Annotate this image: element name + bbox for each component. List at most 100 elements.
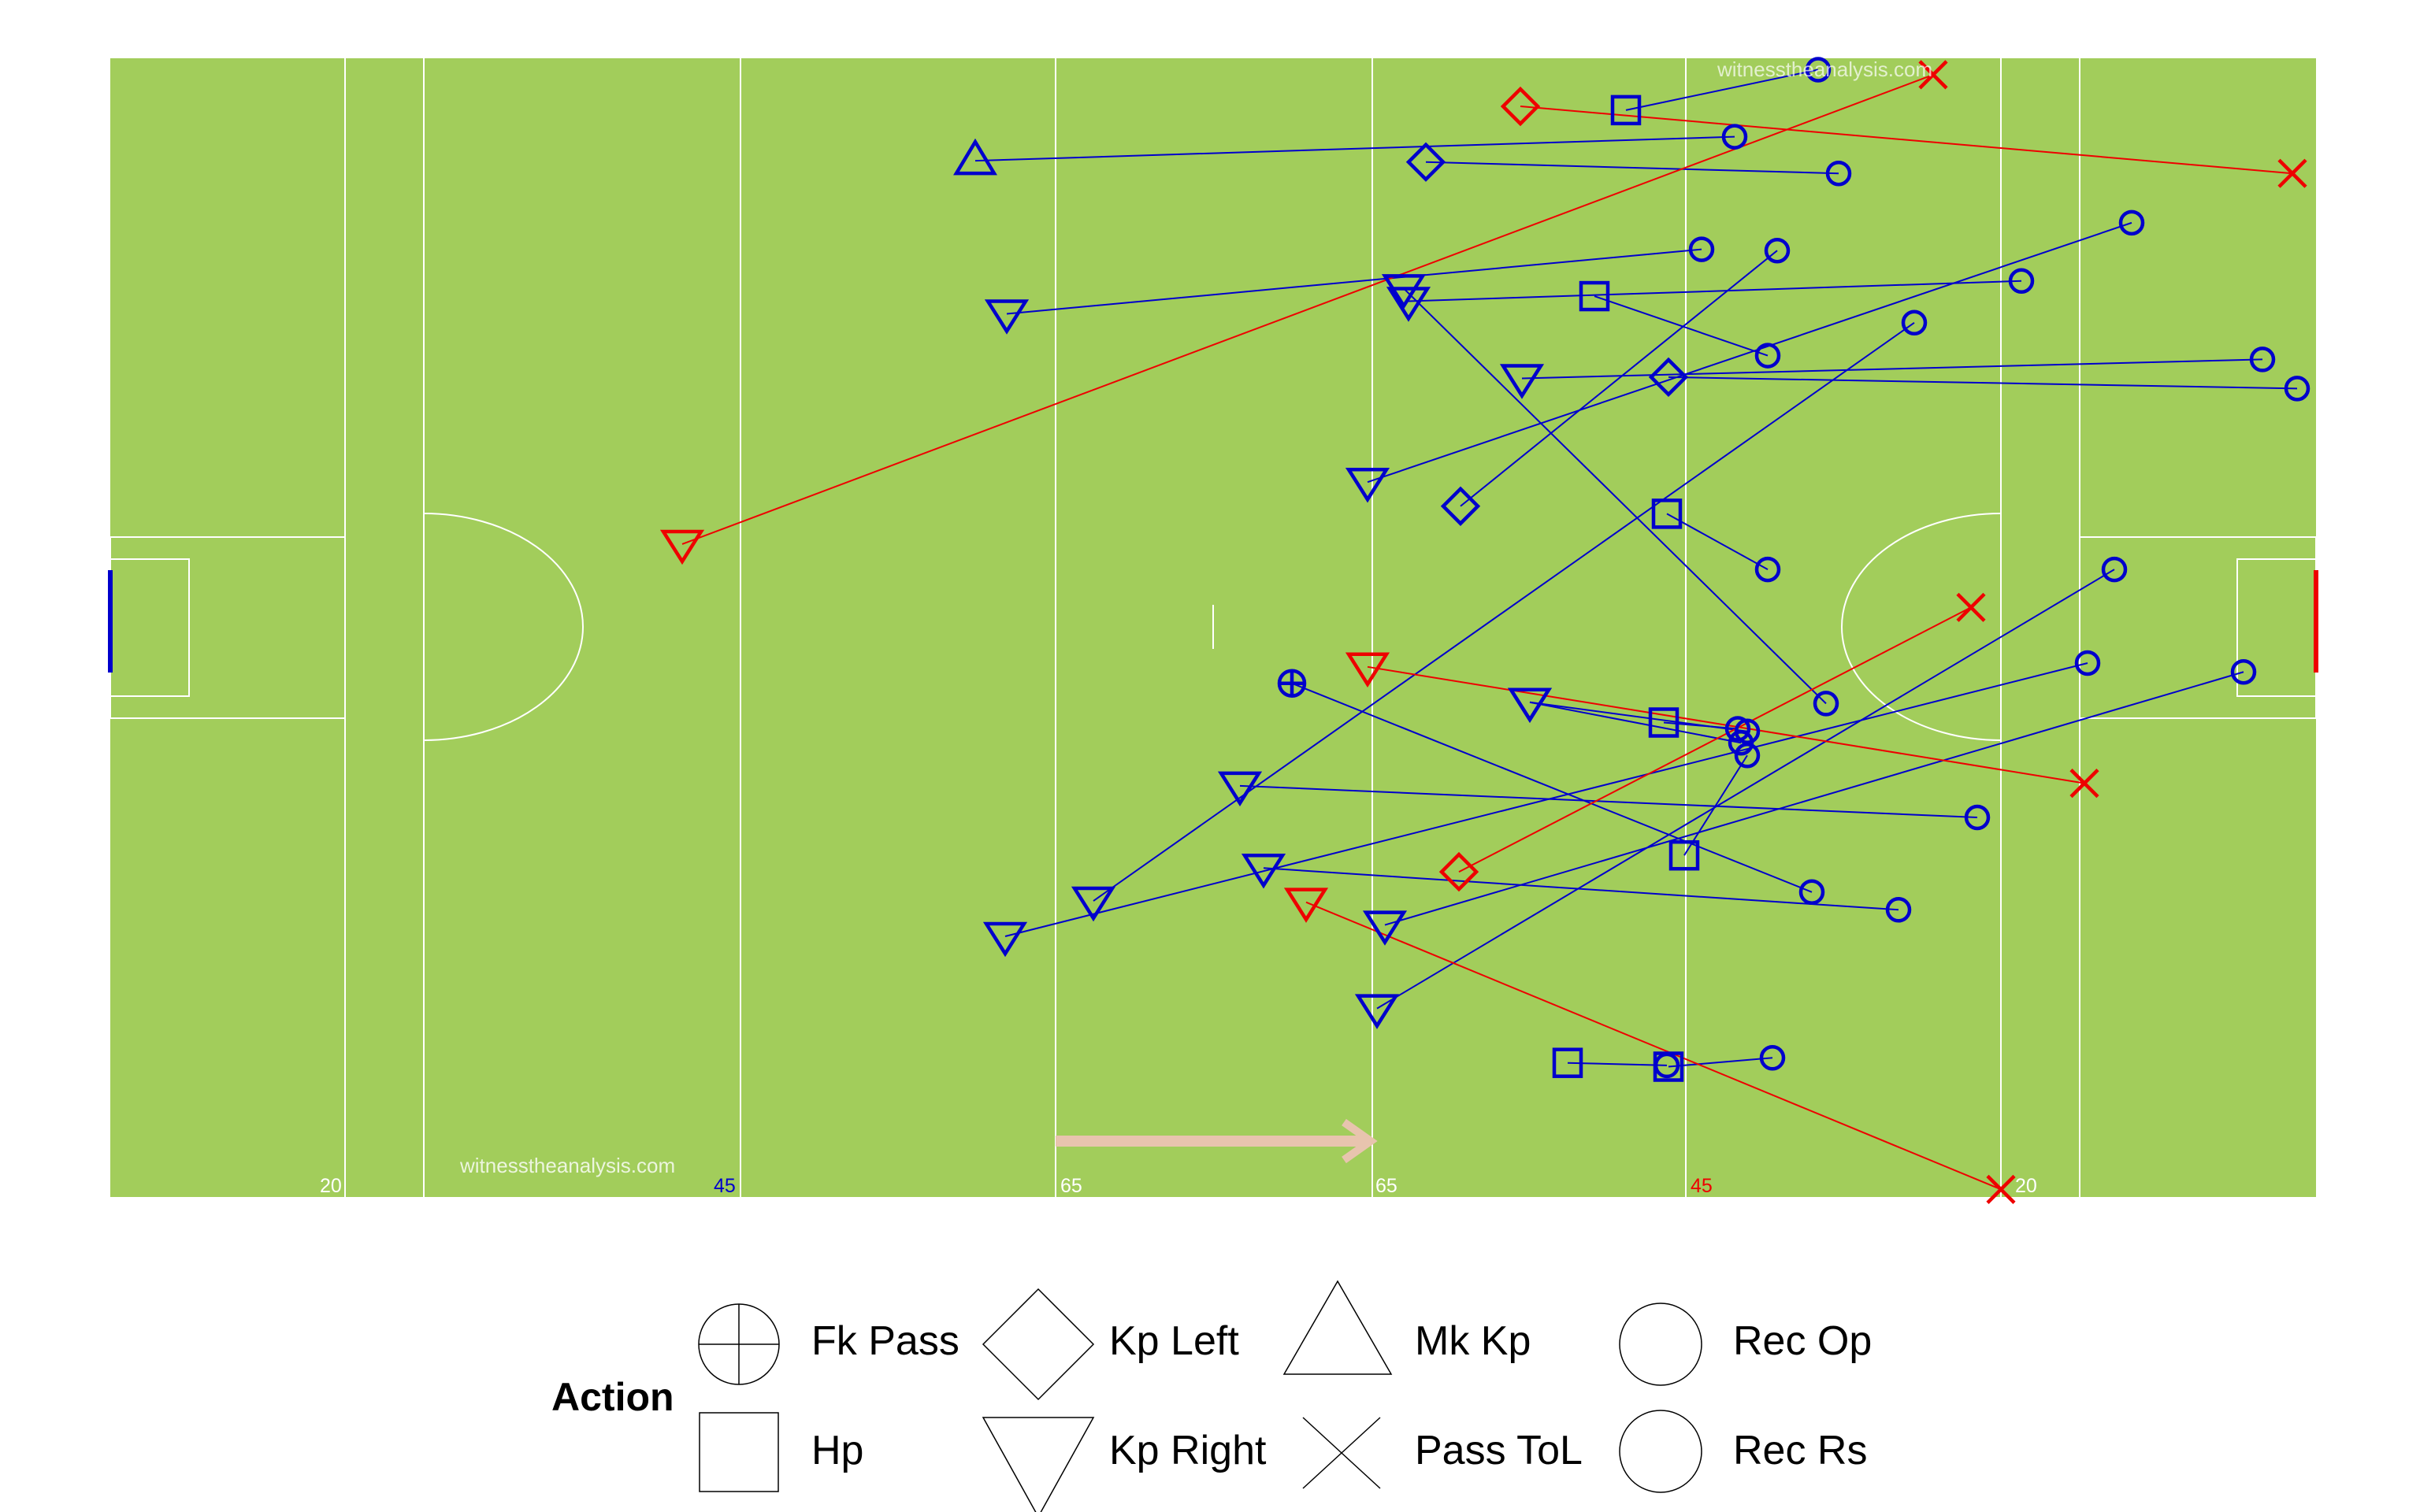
watermark-top: witnesstheanalysis.com (1717, 57, 1932, 81)
pass-line (1384, 671, 2244, 926)
direction-arrow-head (1342, 1118, 1378, 1164)
distance-label: 20 (320, 1175, 342, 1197)
marker-kp-left (1500, 86, 1541, 127)
pass-line (1403, 287, 1827, 705)
marker-rec-op (1885, 897, 1912, 923)
legend-label-fk-pass: Fk Pass (811, 1318, 959, 1364)
marker-rec-op (1721, 124, 1748, 150)
marker-kp-right (1217, 771, 1263, 807)
pass-line (974, 135, 1735, 162)
marker-rec-op (2249, 346, 2276, 372)
arc-left (423, 513, 584, 741)
marker-rec-op (2230, 658, 2257, 685)
pass-line (1683, 754, 1748, 856)
pass-line (1408, 280, 2022, 302)
legend (698, 1280, 1702, 1512)
marker-kp-left (1440, 486, 1481, 526)
pass-line (1458, 606, 1972, 873)
pass-line (1668, 1057, 1773, 1068)
marker-kp-right (1362, 910, 1408, 946)
legend-rec-op-icon (1619, 1303, 1702, 1386)
legend-fk-pass-icon (698, 1303, 780, 1385)
marker-hp (1653, 1051, 1684, 1082)
marker-rec-op (1764, 237, 1791, 264)
marker-kp-left (1648, 357, 1689, 398)
marker-pass-tol (2277, 158, 2307, 188)
event-markers (659, 57, 2311, 1204)
pass-line (1425, 161, 1839, 175)
marker-rec-op (1901, 309, 1928, 336)
marker-rec-op (2118, 209, 2145, 236)
pass-line (1305, 901, 2002, 1191)
pass-line (1460, 250, 1778, 507)
pass-line (681, 73, 1934, 545)
pitch-plot: 20 45 65 65 45 20 witnesstheanalysis.com witn… (108, 57, 2318, 1204)
legend-hp-icon (699, 1412, 779, 1492)
pass-line (1529, 701, 1742, 744)
marker-kp-right (1499, 364, 1545, 399)
legend-label-hp: Hp (811, 1428, 864, 1473)
marker-pass-tol (1956, 592, 1986, 622)
marker-rec-op (1759, 1045, 1786, 1071)
pass-line (1529, 701, 1748, 732)
legend-pass-tol-icon (1302, 1417, 1381, 1489)
pass-line (1521, 358, 2263, 380)
marker-kp-right (1283, 888, 1329, 923)
distance-label: 65 (1375, 1175, 1397, 1197)
marker-rec-op (1964, 804, 1991, 831)
marker-kp-left (1438, 851, 1479, 892)
marker-fk-pass (1277, 669, 1307, 698)
distance-label: 20 (2015, 1175, 2037, 1197)
marker-rec-op (1728, 729, 1754, 756)
legend-label-kp-left: Kp Left (1109, 1318, 1239, 1364)
marker-rec-op (1813, 691, 1839, 717)
marker-hp (1651, 498, 1683, 529)
pass-line (1594, 295, 1769, 357)
legend-label-mk-kp: Mk Kp (1415, 1318, 1531, 1364)
distance-label: 45 (714, 1175, 736, 1197)
distance-label: 45 (1691, 1175, 1713, 1197)
pass-line (1239, 784, 1978, 818)
marker-rec-op (1754, 556, 1781, 583)
pitch-distance-labels: 20 45 65 65 45 20 (320, 1175, 2037, 1197)
marker-pass-tol (2069, 769, 2099, 799)
marker-kp-right (1354, 994, 1400, 1029)
legend-mk-kp-icon (1282, 1280, 1393, 1375)
marker-pass-tol (1918, 60, 1948, 90)
pass-line (1666, 513, 1769, 570)
arc-right (1841, 513, 2002, 741)
marker-rec-op (1754, 343, 1781, 369)
legend-label-kp-right: Kp Right (1109, 1428, 1267, 1473)
marker-hp (1610, 94, 1642, 126)
marker-rec-op (1798, 879, 1825, 906)
marker-rec-op (1688, 236, 1715, 262)
marker-hp (1579, 280, 1610, 312)
marker-rec-op (2284, 376, 2311, 402)
marker-kp-right (1071, 886, 1116, 922)
distance-label: 65 (1060, 1175, 1082, 1197)
pass-line (1520, 106, 2293, 175)
marker-kp-right (1507, 687, 1553, 724)
marker-rec-op (1734, 743, 1761, 769)
marker-hp (1648, 707, 1680, 738)
marker-rec-op (2008, 268, 2035, 295)
pass-line (1567, 1062, 1668, 1066)
pass-line (1006, 248, 1702, 315)
marker-kp-right (1381, 274, 1427, 309)
marker-rec-op (2101, 556, 2128, 583)
marker-hp (1552, 1047, 1583, 1078)
marker-kp-right (1345, 652, 1390, 688)
pass-line (1376, 569, 2115, 1010)
marker-kp-right (1386, 287, 1431, 322)
watermark-bottom: witnesstheanalysis.com (459, 1154, 675, 1177)
marker-hp (1668, 839, 1700, 871)
marker-rec-op (1805, 57, 1832, 83)
legend-kp-left-icon (982, 1288, 1095, 1401)
pass-line (1093, 321, 1915, 902)
legend-label-rec-op: Rec Op (1733, 1318, 1873, 1364)
legend-label-rec-rs: Rec Rs (1733, 1428, 1868, 1473)
marker-mk-kp (953, 138, 997, 176)
marker-pass-tol (1986, 1174, 2016, 1204)
pass-line (1625, 69, 1819, 111)
legend-rec-rs-icon (1619, 1410, 1702, 1493)
